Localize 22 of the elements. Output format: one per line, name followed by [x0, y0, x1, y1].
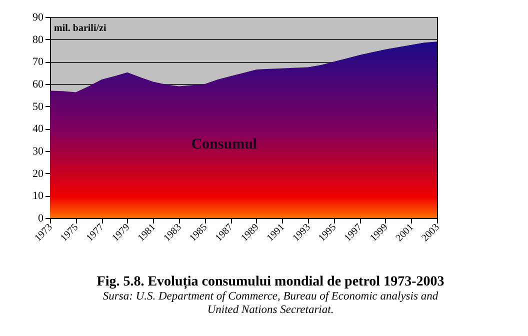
text: Sursa: U.S. Department of Commerce, Bureau of Economic analysis and United Nations Secretariat.: [102, 290, 438, 316]
y-tick-label: 10: [32, 190, 44, 202]
y-tick-label: 60: [32, 78, 44, 90]
y-tick-label: 50: [32, 100, 44, 113]
y-tick-label: 20: [32, 168, 44, 180]
x-tick-label: 1991: [265, 222, 287, 244]
series-label: Consumul: [191, 136, 258, 153]
y-tick-label: 80: [32, 34, 44, 46]
x-tick-label: 1979: [110, 222, 132, 244]
text: Fig. 5.8. Evoluția consumului mondial de petrol 1973-2003: [96, 274, 444, 290]
y-tick-label: 90: [32, 12, 44, 24]
x-tick-label: 1973: [32, 222, 55, 244]
y-tick-label: 40: [32, 123, 44, 136]
y-tick-label: 30: [32, 146, 44, 158]
y-tick-label: 70: [32, 56, 44, 68]
y-tick-label: 0: [38, 212, 44, 224]
x-tick-label: 1981: [136, 222, 158, 244]
x-tick-label: 1993: [290, 222, 313, 244]
x-tick-label: 1999: [368, 222, 390, 244]
x-tick-label: 1983: [162, 222, 184, 244]
y-axis-title: mil. barili/zi: [54, 23, 106, 34]
x-tick-label: 1989: [239, 222, 262, 244]
